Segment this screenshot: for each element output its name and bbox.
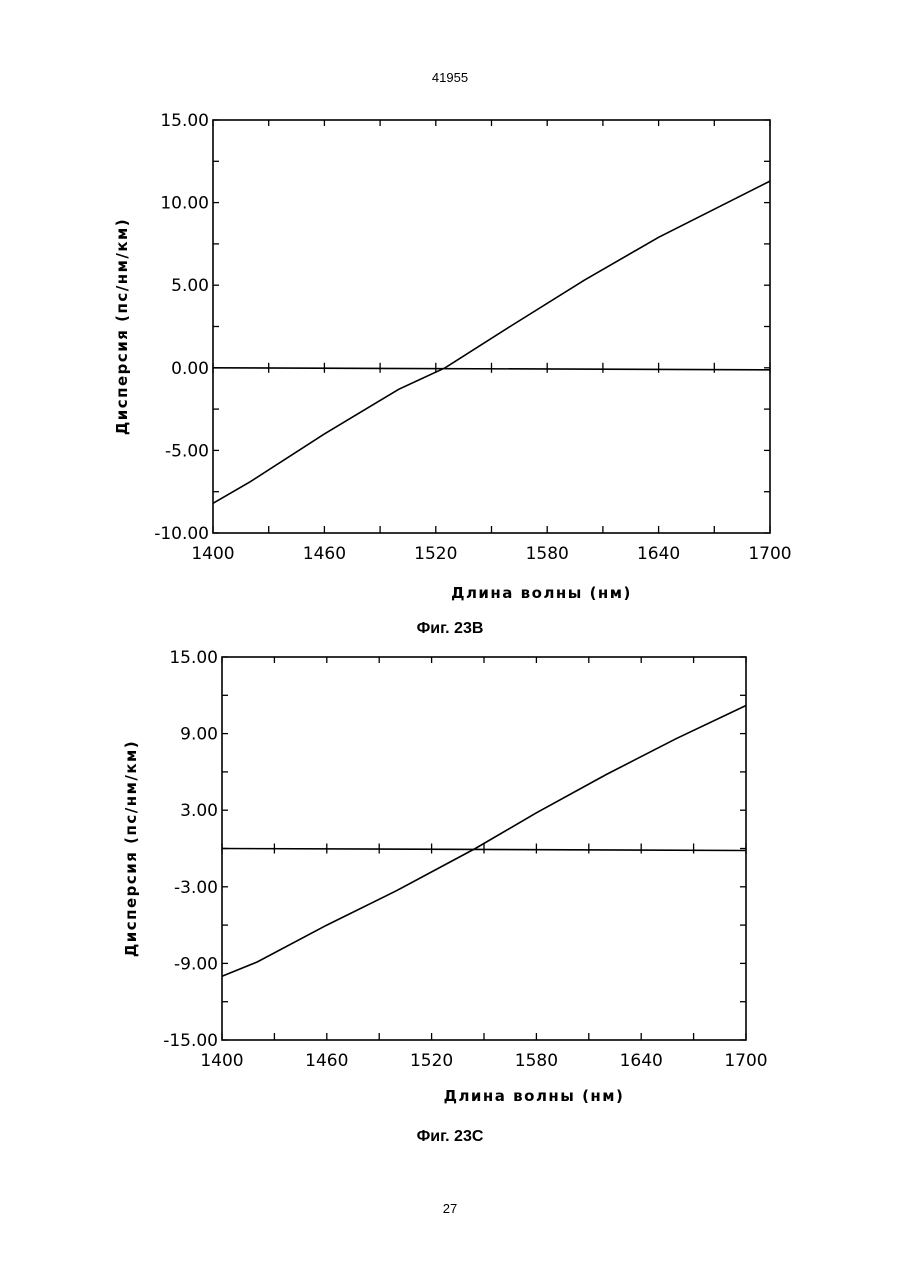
- x-tick-label: 1640: [620, 1051, 663, 1071]
- x-tick-label: 1400: [200, 1051, 243, 1071]
- dispersion-series-line: [222, 706, 746, 977]
- y-axis-title: Дисперсия (пс/нм/км): [122, 740, 140, 957]
- y-tick-label: -9.00: [174, 954, 218, 974]
- y-tick-label: -3.00: [174, 878, 218, 898]
- y-tick-label: 3.00: [180, 801, 218, 821]
- x-axis-title: Длина волны (нм): [444, 1087, 625, 1105]
- x-tick-label: 1460: [305, 1051, 348, 1071]
- zero-reference-line: [222, 849, 746, 851]
- x-tick-label: 1580: [515, 1051, 558, 1071]
- page-number-bottom: 27: [0, 1201, 900, 1216]
- y-tick-label: 9.00: [180, 725, 218, 745]
- y-tick-label: 15.00: [169, 648, 218, 668]
- figure-caption-23c: Фиг. 23С: [0, 1128, 900, 1146]
- dispersion-chart-23c: 1400 1460 1520 1580 1640 1700 -15.00 -9.00 -3.0…: [0, 0, 900, 1120]
- x-tick-label: 1520: [410, 1051, 453, 1071]
- y-tick-label: -15.00: [163, 1031, 218, 1051]
- x-tick-label: 1700: [724, 1051, 767, 1071]
